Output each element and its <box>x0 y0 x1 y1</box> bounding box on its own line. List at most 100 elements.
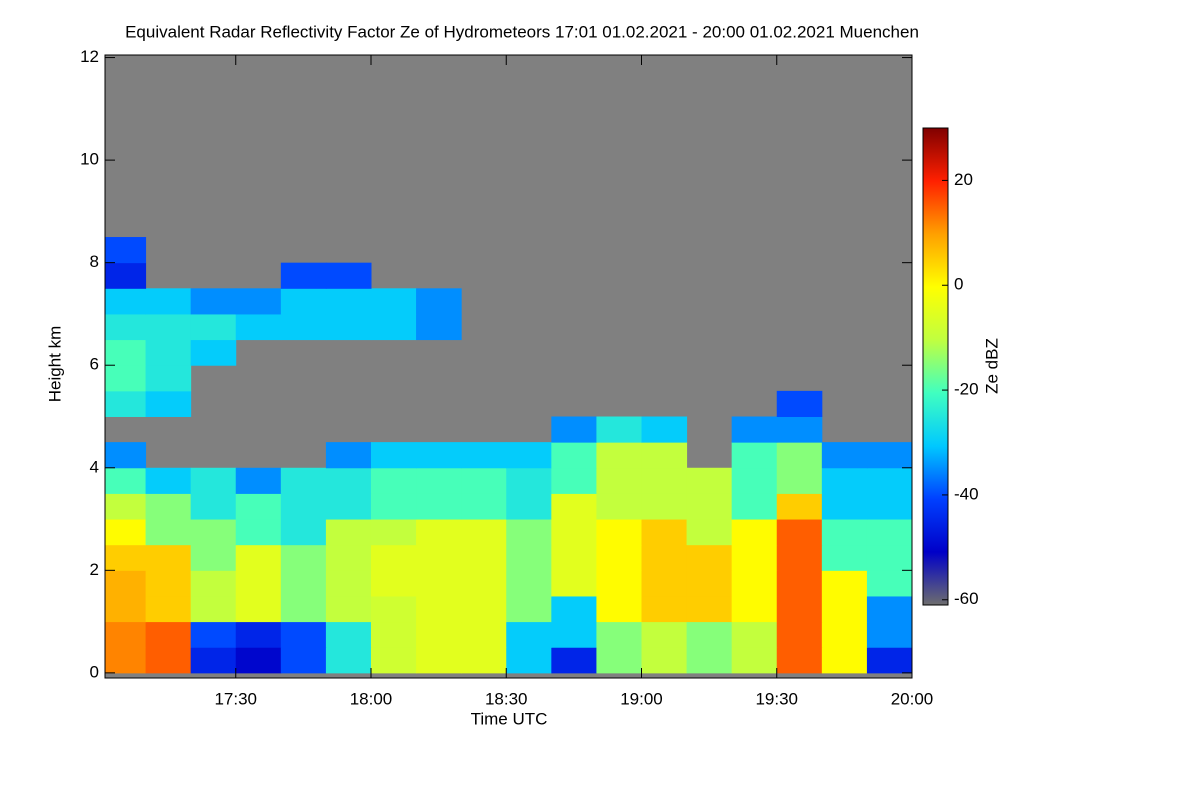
heatmap-cell <box>190 467 237 494</box>
heatmap-cell <box>776 621 823 648</box>
heatmap-cell <box>461 442 507 469</box>
heatmap-cell <box>145 493 192 520</box>
heatmap-cell <box>866 442 912 469</box>
heatmap-cell <box>596 519 642 546</box>
heatmap-cell <box>280 313 327 341</box>
y-tick-label: 8 <box>90 252 99 271</box>
heatmap-cell <box>416 467 462 494</box>
heatmap-cell <box>686 621 733 648</box>
heatmap-cell <box>235 570 282 597</box>
heatmap-cell <box>551 595 597 623</box>
heatmap-cell <box>280 288 327 315</box>
heatmap-cell <box>416 442 462 469</box>
y-tick-label: 12 <box>80 47 99 66</box>
x-tick-label: 18:30 <box>485 689 528 708</box>
heatmap-cell <box>821 493 868 520</box>
heatmap-cell <box>190 570 237 597</box>
heatmap-cell <box>280 621 327 648</box>
heatmap-cell <box>105 467 147 494</box>
heatmap-cell <box>821 621 868 648</box>
heatmap-cell <box>416 493 462 520</box>
heatmap-cell <box>776 544 823 571</box>
y-tick-label: 0 <box>90 662 99 681</box>
heatmap-cell <box>461 544 507 571</box>
heatmap-cell <box>686 595 733 623</box>
heatmap-cell <box>325 467 372 494</box>
heatmap-cell <box>145 647 192 674</box>
heatmap-cell <box>686 467 733 494</box>
heatmap-cell <box>461 570 507 597</box>
heatmap-cell <box>370 519 417 546</box>
heatmap-cell <box>686 493 733 520</box>
heatmap-cell <box>145 313 192 341</box>
heatmap-cell <box>105 365 147 392</box>
heatmap-cell <box>686 519 733 546</box>
heatmap-cell <box>325 595 372 623</box>
heatmap-cell <box>145 339 192 366</box>
heatmap-cell <box>731 621 778 648</box>
heatmap-cell <box>190 288 237 315</box>
heatmap-cell <box>461 493 507 520</box>
heatmap-cell <box>596 442 642 469</box>
heatmap-cell <box>641 621 688 648</box>
heatmap-cell <box>370 313 417 341</box>
heatmap-cell <box>105 519 147 546</box>
heatmap-cell <box>821 467 868 494</box>
heatmap-cell <box>551 570 597 597</box>
heatmap-cell <box>190 647 237 674</box>
heatmap-cell <box>596 493 642 520</box>
heatmap-cell <box>551 647 597 674</box>
heatmap-cell <box>145 288 192 315</box>
heatmap-cell <box>325 442 372 469</box>
y-tick-label: 10 <box>80 150 99 169</box>
heatmap-cell <box>105 493 147 520</box>
heatmap-cell <box>416 570 462 597</box>
heatmap-cell <box>370 621 417 648</box>
heatmap-cell <box>235 595 282 623</box>
heatmap-cell <box>461 519 507 546</box>
heatmap-cell <box>145 467 192 494</box>
y-tick-label: 4 <box>90 457 99 476</box>
heatmap-cell <box>641 570 688 597</box>
heatmap-cell <box>235 647 282 674</box>
heatmap-cell <box>190 544 237 571</box>
heatmap-cell <box>105 544 147 571</box>
heatmap-cell <box>190 493 237 520</box>
heatmap-cell <box>686 647 733 674</box>
heatmap-cell <box>416 647 462 674</box>
heatmap-cell <box>325 288 372 315</box>
heatmap-cell <box>731 519 778 546</box>
heatmap-cell <box>145 570 192 597</box>
heatmap <box>105 55 912 678</box>
heatmap-cell <box>235 519 282 546</box>
heatmap-cell <box>596 647 642 674</box>
heatmap-cell <box>596 544 642 571</box>
heatmap-cell <box>641 595 688 623</box>
heatmap-cell <box>776 416 823 443</box>
heatmap-cell <box>821 442 868 469</box>
heatmap-cell <box>866 647 912 674</box>
heatmap-cell <box>776 390 823 417</box>
heatmap-cell <box>776 647 823 674</box>
heatmap-cell <box>280 647 327 674</box>
heatmap-cell <box>821 544 868 571</box>
heatmap-cell <box>280 467 327 494</box>
heatmap-cell <box>416 621 462 648</box>
heatmap-cell <box>731 647 778 674</box>
heatmap-cell <box>145 390 192 417</box>
colorbar-label: Ze dBZ <box>982 338 1001 394</box>
heatmap-cell <box>506 467 552 494</box>
heatmap-cell <box>325 313 372 341</box>
x-tick-label: 18:00 <box>350 689 393 708</box>
heatmap-cell <box>145 519 192 546</box>
heatmap-cell <box>686 544 733 571</box>
heatmap-cell <box>551 467 597 494</box>
heatmap-cell <box>325 621 372 648</box>
heatmap-cell <box>370 493 417 520</box>
heatmap-cell <box>190 519 237 546</box>
heatmap-cell <box>416 313 462 341</box>
heatmap-cell <box>776 493 823 520</box>
heatmap-cell <box>731 442 778 469</box>
heatmap-cell <box>235 544 282 571</box>
x-axis-label: Time UTC <box>471 709 548 728</box>
